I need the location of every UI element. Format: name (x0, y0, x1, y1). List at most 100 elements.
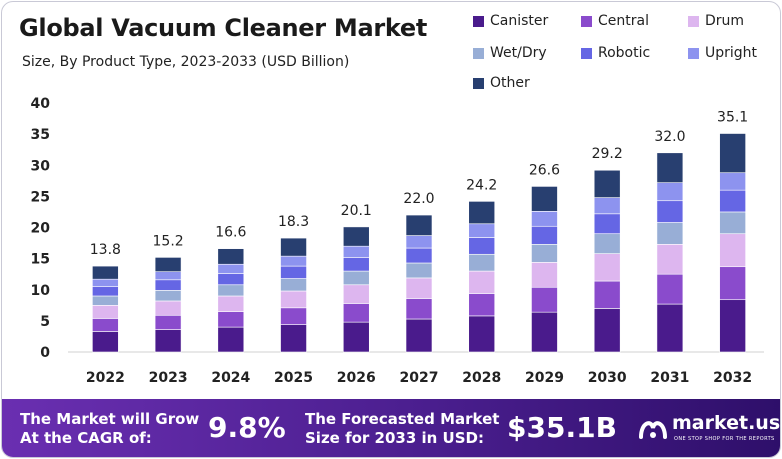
chart-subtitle: Size, By Product Type, 2023-2033 (USD Bi… (22, 54, 350, 70)
x-tick-label: 2029 (525, 370, 564, 386)
bar-segment-upright (92, 278, 119, 287)
bar-segment-other (92, 265, 119, 280)
bar-segment-central (593, 280, 621, 309)
bar-segment-wet-dry (656, 222, 684, 245)
forecast-label: The Forecasted Market Size for 2033 in U… (305, 410, 499, 448)
bar-segment-drum (154, 300, 182, 316)
summary-footer: The Market will Grow At the CAGR of: 9.8… (2, 399, 781, 457)
bar-segment-canister (719, 299, 746, 353)
x-tick-label: 2023 (149, 370, 188, 386)
bar-segment-wet-dry (154, 290, 182, 302)
legend-label: Upright (705, 45, 758, 61)
bar-segment-other (719, 133, 746, 174)
legend-label: Robotic (598, 45, 651, 61)
bar-segment-drum (656, 244, 684, 275)
x-tick-label: 2032 (713, 370, 752, 386)
bar-segment-drum (217, 295, 245, 312)
bar-segment-other (217, 248, 245, 265)
bar-segment-canister (468, 315, 496, 353)
x-tick-label: 2031 (650, 370, 689, 386)
bar-segment-robotic (92, 286, 119, 297)
bar-segment-drum (531, 262, 558, 288)
bar-segment-wet-dry (593, 233, 621, 254)
legend-item-canister: Canister (473, 13, 548, 29)
bar-total-label: 20.1 (341, 203, 372, 219)
cagr-label: The Market will Grow At the CAGR of: (20, 410, 199, 448)
legend-swatch (688, 15, 699, 27)
y-tick-label: 0 (40, 345, 50, 361)
bar-total-label: 16.6 (215, 225, 246, 241)
bar-segment-robotic (468, 237, 496, 255)
x-tick-label: 2028 (462, 370, 501, 386)
legend-label: Other (490, 75, 530, 91)
bar-segment-robotic (719, 189, 746, 213)
bar-segment-robotic (342, 257, 370, 272)
bar-segment-central (217, 311, 245, 328)
bar-segment-drum (280, 290, 307, 309)
bar-segment-wet-dry (719, 211, 746, 235)
legend-swatch (688, 47, 699, 59)
y-tick-label: 40 (31, 96, 51, 112)
legend-label: Canister (490, 13, 549, 29)
cagr-label-line1: The Market will Grow (20, 410, 200, 428)
bar-segment-robotic (405, 247, 433, 264)
legend-swatch (581, 15, 592, 27)
bar-segment-robotic (217, 273, 245, 286)
bar-segment-drum (405, 277, 433, 299)
bar-segment-robotic (656, 200, 684, 223)
cagr-label-line2: At the CAGR of: (20, 429, 152, 447)
bar-segment-central (531, 286, 558, 313)
legend-swatch (473, 15, 484, 27)
bar-segment-canister (656, 303, 684, 353)
x-tick-label: 2027 (400, 370, 439, 386)
bar-segment-central (154, 314, 182, 330)
bar-segment-upright (405, 235, 433, 249)
x-tick-label: 2026 (337, 370, 376, 386)
forecast-label-line1: The Forecasted Market (305, 410, 500, 428)
bar-segment-canister (405, 318, 433, 353)
bar-segment-other (154, 257, 182, 272)
legend-swatch (473, 77, 484, 89)
bar-segment-wet-dry (405, 262, 433, 279)
bar-segment-other (405, 214, 433, 236)
bar-segment-robotic (154, 279, 182, 291)
bar-segment-upright (342, 245, 370, 258)
bar-segment-canister (531, 311, 558, 353)
legend-swatch (473, 47, 484, 59)
chart-title: Global Vacuum Cleaner Market (19, 14, 428, 42)
bar-segment-wet-dry (531, 244, 558, 263)
bar-segment-other (280, 237, 307, 257)
bar-total-label: 13.8 (90, 242, 121, 258)
bar-segment-central (92, 318, 119, 332)
bar-segment-canister (154, 329, 182, 353)
y-tick-label: 35 (31, 127, 50, 143)
y-tick-label: 15 (31, 252, 50, 268)
bar-segment-central (342, 303, 370, 323)
bar-segment-canister (342, 321, 370, 353)
legend-label: Drum (705, 13, 745, 29)
bar-segment-robotic (531, 225, 558, 245)
brand-logo-icon (639, 421, 667, 439)
bar-segment-drum (92, 305, 119, 319)
brand-name: market.us (672, 412, 781, 434)
bar-total-label: 32.0 (654, 129, 685, 145)
x-tick-label: 2030 (588, 370, 627, 386)
bar-total-label: 29.2 (592, 146, 623, 162)
bar-segment-other (656, 152, 684, 183)
bar-segment-central (280, 307, 307, 325)
bar-segment-canister (92, 331, 119, 353)
bar-segment-drum (719, 233, 746, 268)
bar-segment-upright (468, 223, 496, 238)
bar-segment-drum (342, 284, 370, 304)
bar-total-label: 15.2 (153, 233, 184, 249)
bar-segment-other (468, 201, 496, 225)
stacked-bar-chart: 051015202530354013.8202215.2202316.62024… (31, 96, 764, 386)
x-tick-label: 2024 (211, 370, 250, 386)
bar-segment-upright (593, 197, 621, 215)
chart-legend: Canister Central Drum Wet/Dry Robotic Up… (473, 13, 773, 103)
x-tick-label: 2022 (86, 370, 125, 386)
bar-total-label: 26.6 (529, 162, 560, 178)
legend-item-wet-dry: Wet/Dry (473, 45, 547, 61)
y-tick-label: 20 (31, 221, 51, 237)
